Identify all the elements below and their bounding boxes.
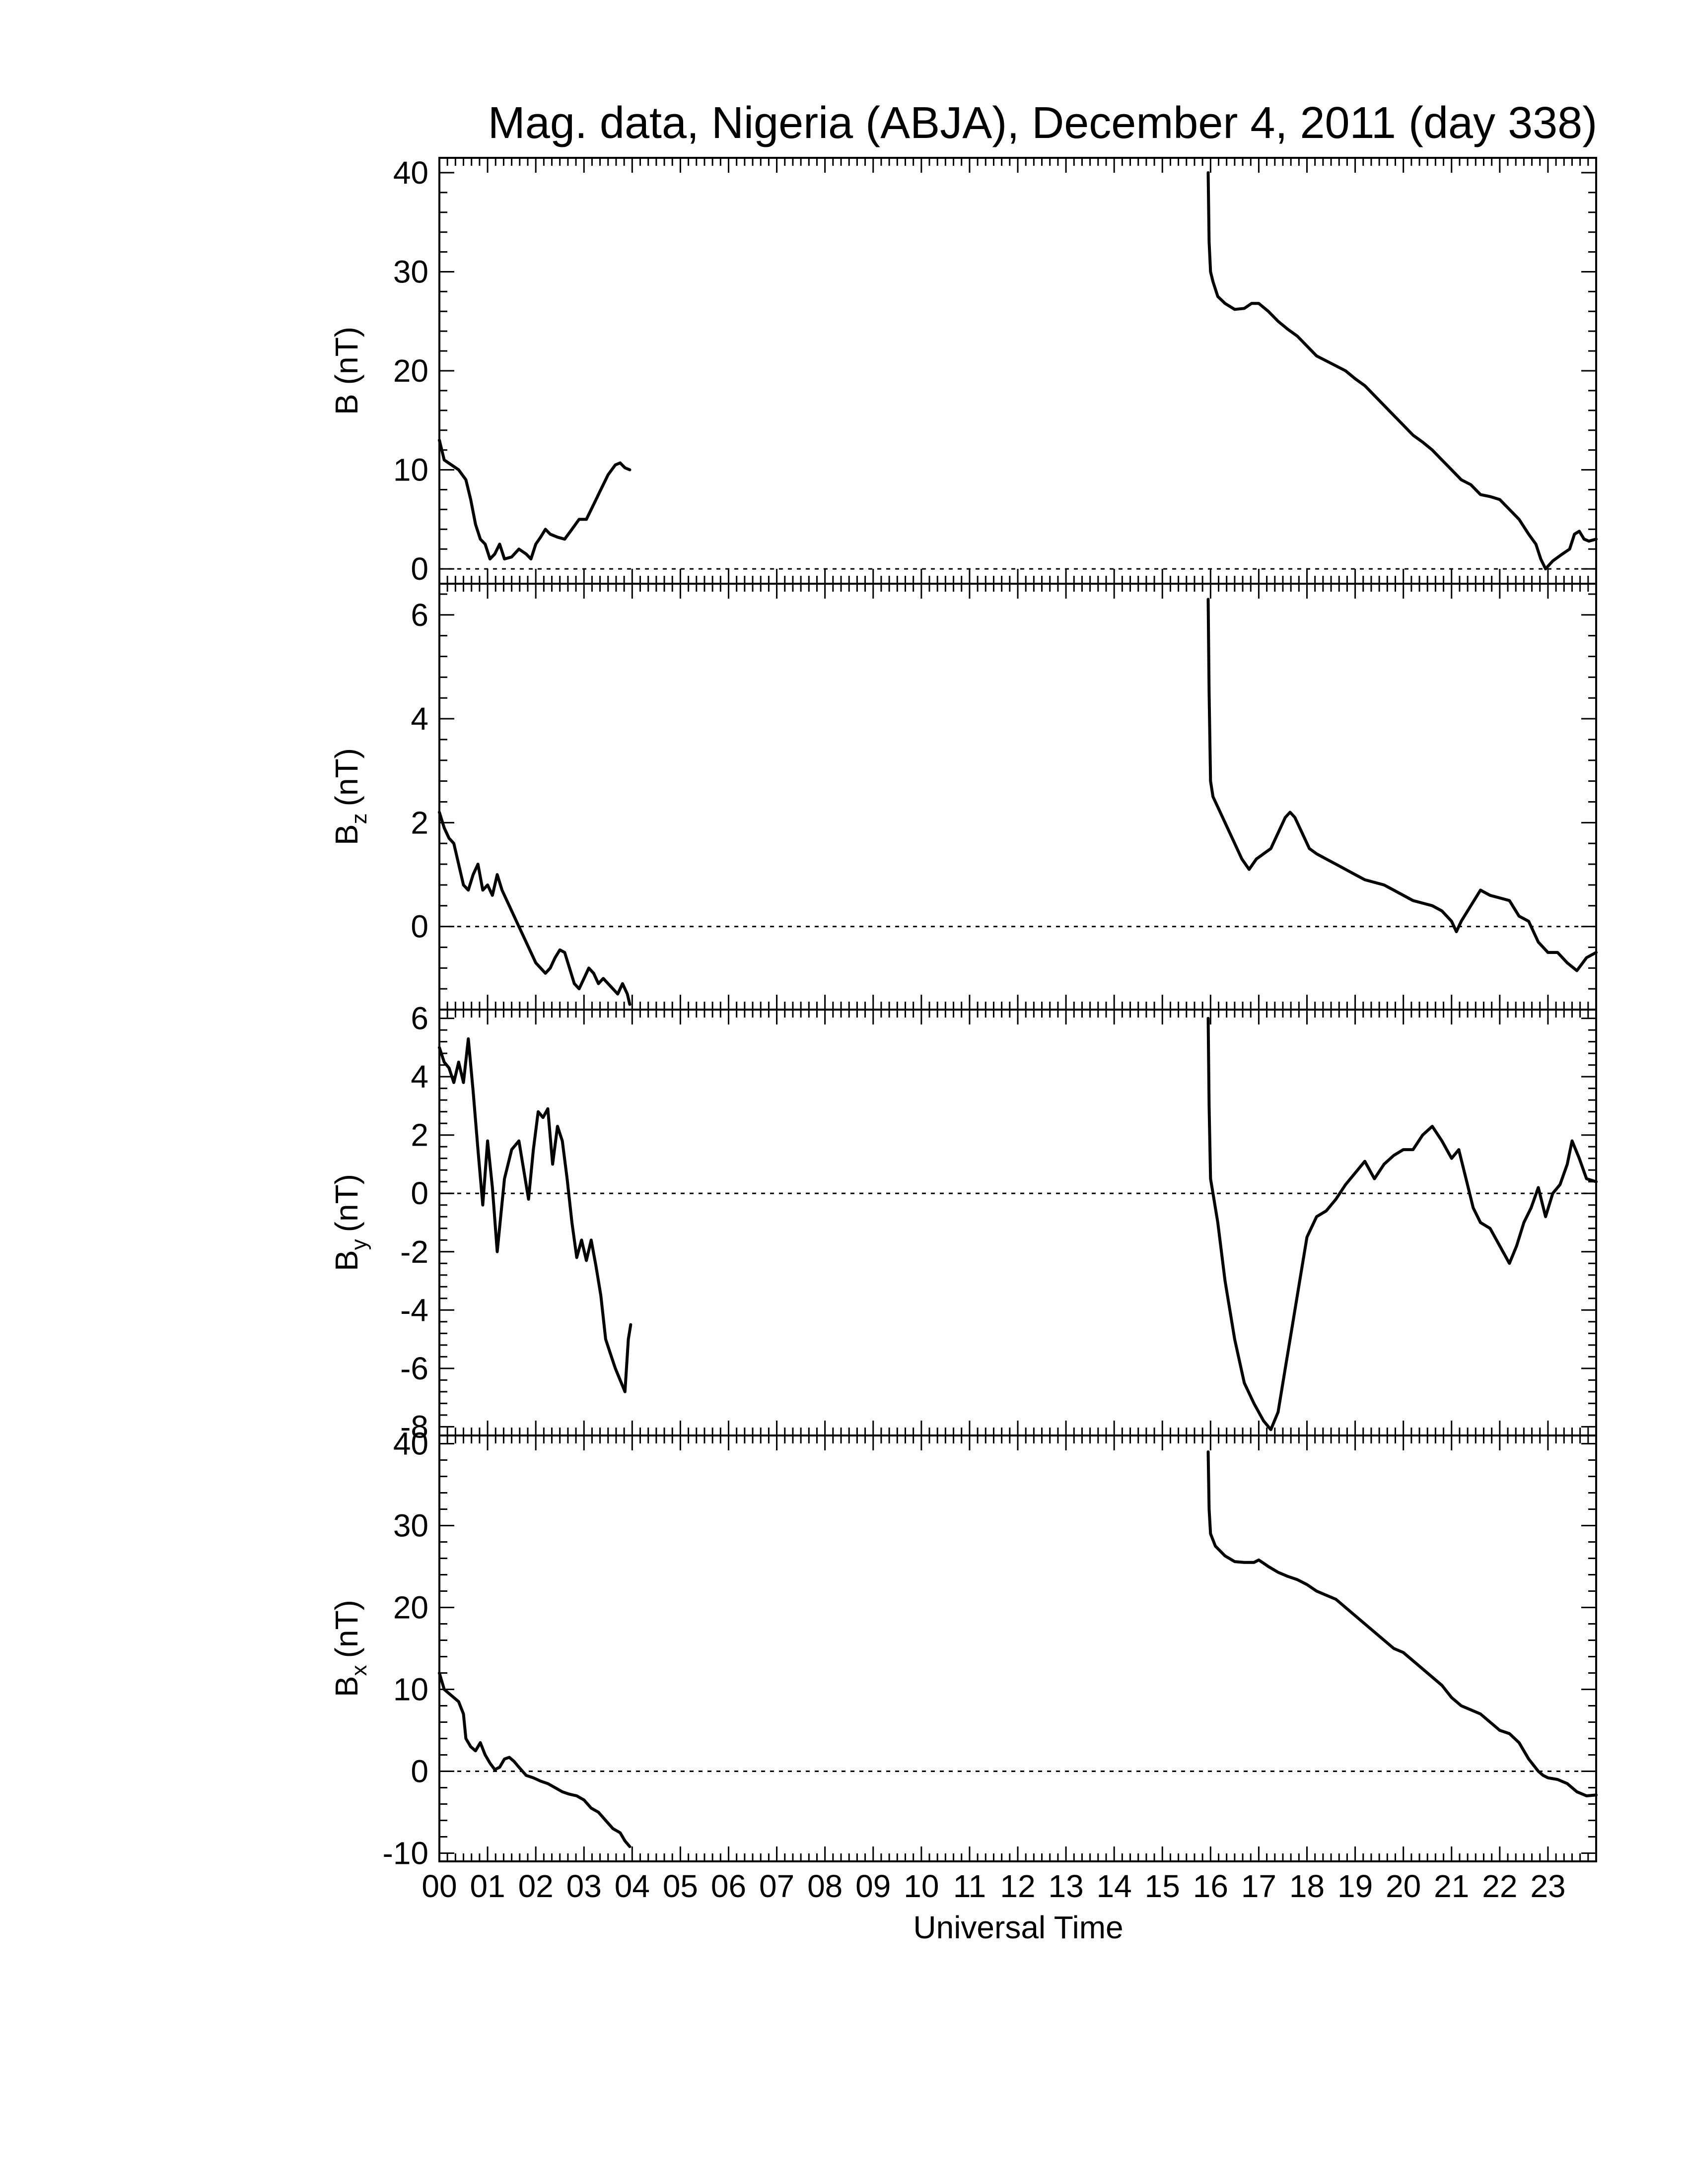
- series-line-By: [1206, 1017, 1598, 1432]
- x-tick-label: 02: [518, 1868, 554, 1904]
- x-tick-label: 07: [759, 1868, 794, 1904]
- y-tick-label: 20: [393, 1590, 428, 1626]
- panel-Bz: 0 2 4 6 Bz(nT): [329, 583, 1598, 1011]
- y-tick-label: 0: [411, 909, 428, 945]
- y-tick-label: -6: [400, 1351, 428, 1386]
- x-tick-label: 11: [953, 1868, 986, 1904]
- panel-frame: [438, 157, 1597, 585]
- y-axis-label: By(nT): [329, 1174, 371, 1271]
- x-tick-label: 17: [1241, 1868, 1276, 1904]
- panel-B: 0 10 20 30 40 B(nT): [329, 155, 1598, 587]
- series-line-Bz: [438, 811, 632, 1006]
- x-tick-label: 06: [711, 1868, 746, 1904]
- x-tick-label: 01: [470, 1868, 505, 1904]
- y-tick-label: -2: [400, 1234, 428, 1270]
- x-tick-label: 00: [422, 1868, 457, 1904]
- x-tick-label: 23: [1530, 1868, 1565, 1904]
- x-axis-label: Universal Time: [913, 1910, 1123, 1945]
- x-tick-label: 18: [1289, 1868, 1325, 1904]
- series-line-Bz: [1206, 598, 1598, 972]
- panel-frame: [438, 1009, 1597, 1436]
- y-tick-label: 2: [411, 1117, 428, 1153]
- y-tick-label: 6: [411, 1001, 428, 1036]
- x-tick-label: 16: [1193, 1868, 1228, 1904]
- y-tick-label: 4: [411, 701, 428, 737]
- y-tick-label: 0: [411, 1175, 428, 1211]
- series-line-Bx: [1206, 1450, 1598, 1797]
- x-tick-label: 19: [1337, 1868, 1373, 1904]
- panels: 0 10 20 30 40 B(nT) 0 2 4 6 Bz(nT) -8 -6 -4 -2 0 2 4 6 By(n…: [329, 155, 1598, 1871]
- y-tick-label: 2: [411, 805, 428, 840]
- y-tick-label: -10: [383, 1836, 429, 1871]
- x-tick-label: 14: [1097, 1868, 1132, 1904]
- y-axis-label: Bz(nT): [329, 748, 371, 845]
- y-tick-label: 40: [393, 1426, 428, 1462]
- series-line-Bx: [438, 1671, 632, 1848]
- y-tick-label: 0: [411, 1754, 428, 1789]
- y-tick-label: -8: [400, 1409, 428, 1444]
- y-tick-label: 30: [393, 1508, 428, 1544]
- x-tick-label: 22: [1482, 1868, 1517, 1904]
- series-line-By: [438, 1037, 633, 1393]
- x-tick-label: 04: [615, 1868, 650, 1904]
- chart-title: Mag. data, Nigeria (ABJA), December 4, 2…: [488, 98, 1597, 148]
- x-tick-labels: 00 01 02 03 04 05 06 07 08 09 10 11 12 13 14 15 16 17 18 19…: [422, 1868, 1565, 1904]
- panel-frame: [438, 1434, 1597, 1862]
- x-tick-label: 12: [1000, 1868, 1035, 1904]
- y-tick-label: 6: [411, 597, 428, 633]
- x-tick-label: 03: [566, 1868, 602, 1904]
- y-tick-label: 10: [393, 1672, 428, 1707]
- y-tick-label: 20: [393, 353, 428, 389]
- series-line-B: [1206, 171, 1598, 571]
- y-tick-label: 10: [393, 452, 428, 488]
- y-axis-label: B(nT): [329, 327, 364, 415]
- y-tick-label: -4: [400, 1292, 428, 1328]
- panel-frame: [438, 583, 1597, 1011]
- panel-By: -8 -6 -4 -2 0 2 4 6 By(nT): [329, 1001, 1598, 1444]
- y-axis-label: Bx(nT): [329, 1600, 371, 1697]
- x-tick-label: 05: [663, 1868, 698, 1904]
- y-tick-label: 0: [411, 551, 428, 587]
- y-tick-label: 4: [411, 1059, 428, 1094]
- x-tick-label: 09: [855, 1868, 891, 1904]
- x-tick-label: 08: [807, 1868, 843, 1904]
- x-tick-label: 10: [904, 1868, 939, 1904]
- x-tick-label: 15: [1145, 1868, 1180, 1904]
- y-tick-label: 40: [393, 155, 428, 191]
- x-tick-label: 13: [1048, 1868, 1083, 1904]
- y-tick-label: 30: [393, 254, 428, 289]
- x-tick-label: 20: [1386, 1868, 1421, 1904]
- panel-Bx: -10 0 10 20 30 40 Bx(nT): [329, 1426, 1598, 1871]
- series-line-B: [438, 438, 632, 561]
- x-tick-label: 21: [1434, 1868, 1469, 1904]
